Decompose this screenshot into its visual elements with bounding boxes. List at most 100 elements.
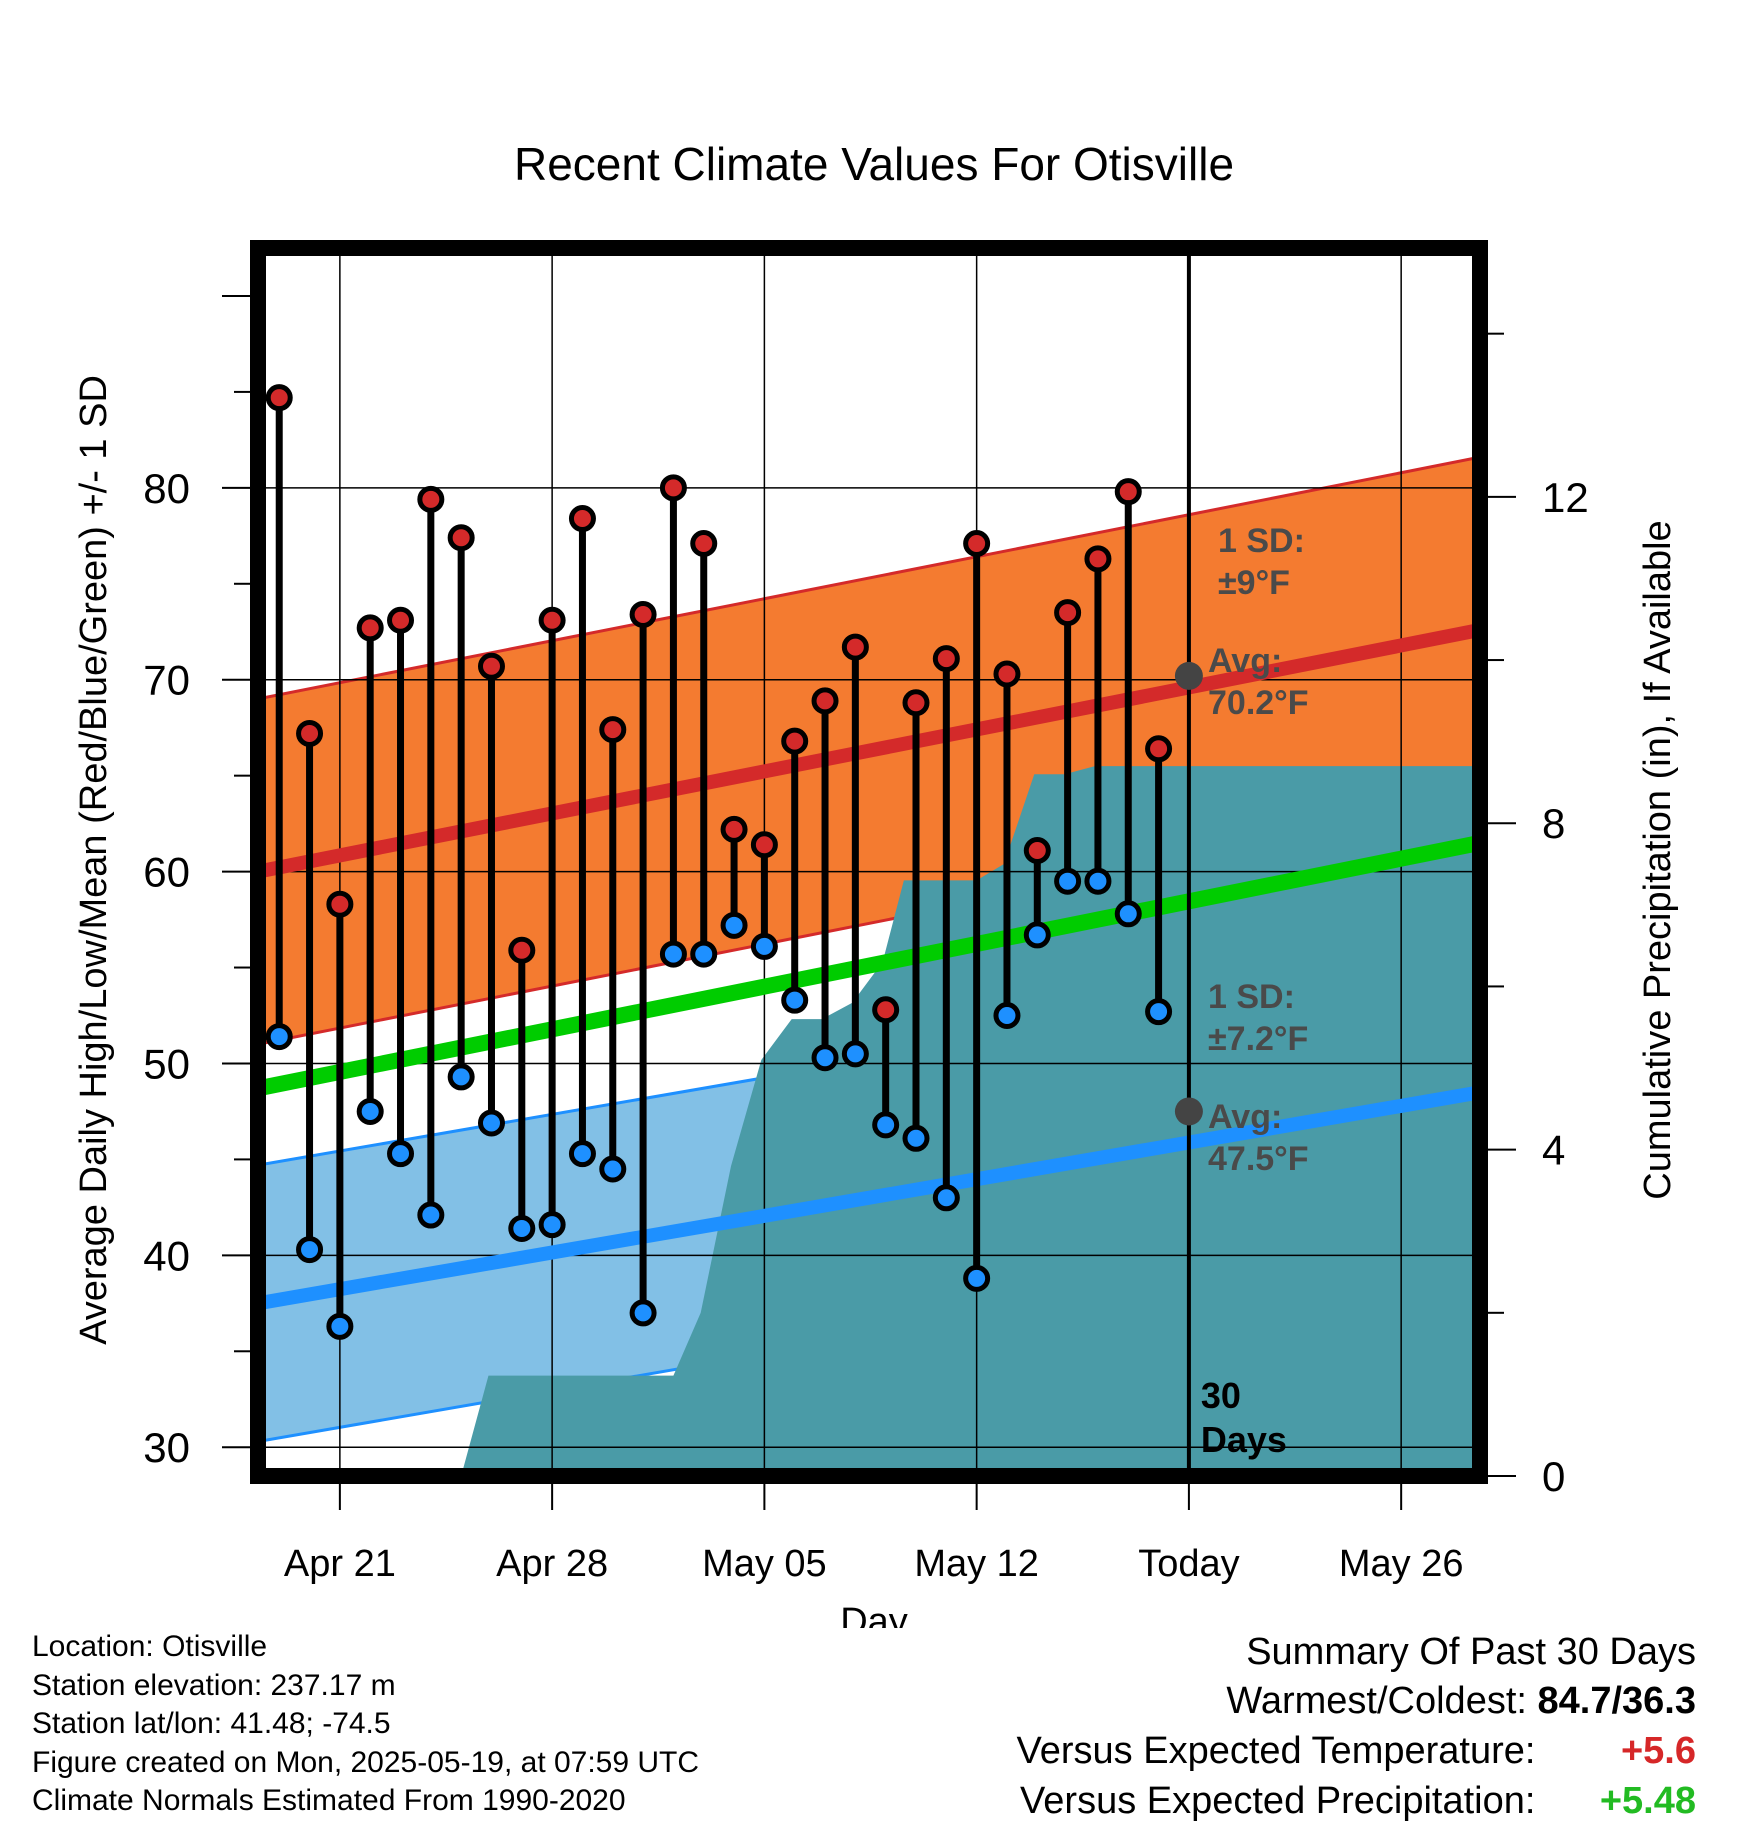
daily-high-point (508, 936, 536, 964)
station-info: Location: Otisville Station elevation: 2… (32, 1628, 699, 1821)
temp-value: +5.6 (1620, 1730, 1696, 1772)
daily-low-point (781, 986, 809, 1014)
daily-low-point (1114, 900, 1142, 928)
daily-high-point (720, 815, 748, 843)
y-tick-label-left: 50 (143, 1040, 190, 1087)
daily-high-point (902, 689, 930, 717)
daily-low-point (1023, 921, 1051, 949)
daily-high-point (417, 485, 445, 513)
daily-low-point (720, 911, 748, 939)
summary-panel: Summary Of Past 30 Days Warmest/Coldest:… (1017, 1628, 1696, 1826)
normals-text: Climate Normals Estimated From 1990-2020 (32, 1784, 626, 1817)
high-sd-label: 1 SD: (1218, 522, 1305, 560)
daily-low-point (296, 1236, 324, 1264)
daily-high-point (387, 606, 415, 634)
x-tick-label: Apr 21 (284, 1543, 396, 1585)
daily-low-point (932, 1184, 960, 1212)
daily-high-point (841, 633, 869, 661)
daily-high-point (1145, 735, 1173, 763)
high-avg-label: Avg: (1208, 642, 1282, 680)
daily-low-point (1084, 867, 1112, 895)
daily-high-point (781, 727, 809, 755)
daily-low-point (1054, 867, 1082, 895)
high-sd-value: ±9°F (1218, 564, 1290, 602)
daily-low-point (568, 1140, 596, 1168)
normal-low-line (258, 1085, 1480, 1311)
precip-label: Versus Expected Precipitation: (1020, 1780, 1536, 1822)
temp-label: Versus Expected Temperature: (1016, 1730, 1536, 1772)
daily-high-point (629, 600, 657, 628)
y-axis-label-right: Cumulative Precipitation (in), If Availa… (1637, 520, 1679, 1199)
daily-low-point (417, 1201, 445, 1229)
climate-chart: Recent Climate Values For Otisville Aver… (73, 138, 1679, 1628)
daily-high-point (811, 687, 839, 715)
y-tick-label-right: 8 (1542, 800, 1565, 847)
daily-low-point (265, 1023, 293, 1051)
daily-low-point (477, 1109, 505, 1137)
elevation-text: Station elevation: 237.17 m (32, 1668, 396, 1702)
daily-low-point (508, 1214, 536, 1242)
daily-low-point (538, 1211, 566, 1239)
daily-low-point (993, 1002, 1021, 1029)
summary-warm-cold: Warmest/Coldest: 84.7/36.3 (1017, 1676, 1696, 1726)
daily-low-point (841, 1040, 869, 1068)
daily-low-point (356, 1097, 384, 1125)
daily-high-point (1023, 836, 1051, 864)
y-tick-label-right: 4 (1542, 1127, 1565, 1174)
location-text: Location: Otisville (32, 1630, 268, 1663)
daily-high-point (872, 996, 900, 1024)
chart-title: Recent Climate Values For Otisville (514, 138, 1234, 190)
daily-low-point (1145, 998, 1173, 1026)
low-sd-label: 1 SD: (1208, 978, 1295, 1016)
daily-high-point (932, 645, 960, 673)
today-high-avg-marker (1174, 661, 1203, 690)
y-tick-label-left: 30 (143, 1424, 190, 1471)
daily-high-point (690, 529, 718, 557)
low-avg-label: Avg: (1208, 1098, 1282, 1136)
cumulative-precip-area (461, 766, 1480, 1476)
daily-low-point (750, 932, 778, 960)
summary-title: Summary Of Past 30 Days (1246, 1631, 1696, 1673)
y-tick-label-right: 12 (1542, 474, 1589, 521)
daily-high-point (993, 660, 1021, 688)
today-days-count: 30 (1201, 1375, 1241, 1416)
summary-precip: Versus Expected Precipitation: +5.48 (1017, 1776, 1696, 1826)
daily-low-point (811, 1044, 839, 1072)
y-tick-label-right: 0 (1542, 1453, 1565, 1500)
warm-cold-value: 84.7/36.3 (1537, 1680, 1696, 1722)
warm-cold-label: Warmest/Coldest: (1226, 1680, 1527, 1722)
summary-temp: Versus Expected Temperature: +5.6 (1017, 1726, 1696, 1776)
y-axis-label-left: Average Daily High/Low/Mean (Red/Blue/Gr… (73, 375, 115, 1345)
daily-high-point (1114, 478, 1142, 506)
x-axis-label: Day (840, 1601, 908, 1628)
x-tick-label: May 12 (914, 1543, 1039, 1585)
y-tick-label-left: 80 (143, 465, 190, 512)
daily-high-point (538, 606, 566, 634)
daily-high-point (447, 524, 475, 552)
daily-high-point (326, 890, 354, 918)
x-tick-label: Today (1138, 1543, 1239, 1585)
daily-high-point (568, 505, 596, 533)
daily-low-point (690, 940, 718, 968)
x-tick-label: May 05 (702, 1543, 827, 1585)
plot-frame (250, 240, 1488, 1484)
daily-low-point (902, 1124, 930, 1152)
daily-low-point (963, 1264, 991, 1292)
daily-low-point (599, 1155, 627, 1183)
latlon-text: Station lat/lon: 41.48; -74.5 (32, 1707, 391, 1740)
daily-high-point (477, 652, 505, 680)
daily-high-point (296, 719, 324, 747)
precip-value: +5.48 (1599, 1780, 1696, 1822)
daily-high-point (750, 831, 778, 859)
daily-high-point (659, 474, 687, 502)
daily-high-point (356, 614, 384, 642)
daily-high-point (1054, 599, 1082, 627)
today-low-avg-marker (1174, 1097, 1203, 1126)
created-text: Figure created on Mon, 2025-05-19, at 07… (32, 1745, 700, 1779)
daily-low-point (447, 1063, 475, 1091)
x-tick-label: May 26 (1339, 1543, 1464, 1585)
low-sd-value: ±7.2°F (1208, 1020, 1308, 1058)
daily-high-point (1084, 545, 1112, 573)
low-avg-value: 47.5°F (1208, 1140, 1309, 1178)
daily-low-point (629, 1299, 657, 1327)
